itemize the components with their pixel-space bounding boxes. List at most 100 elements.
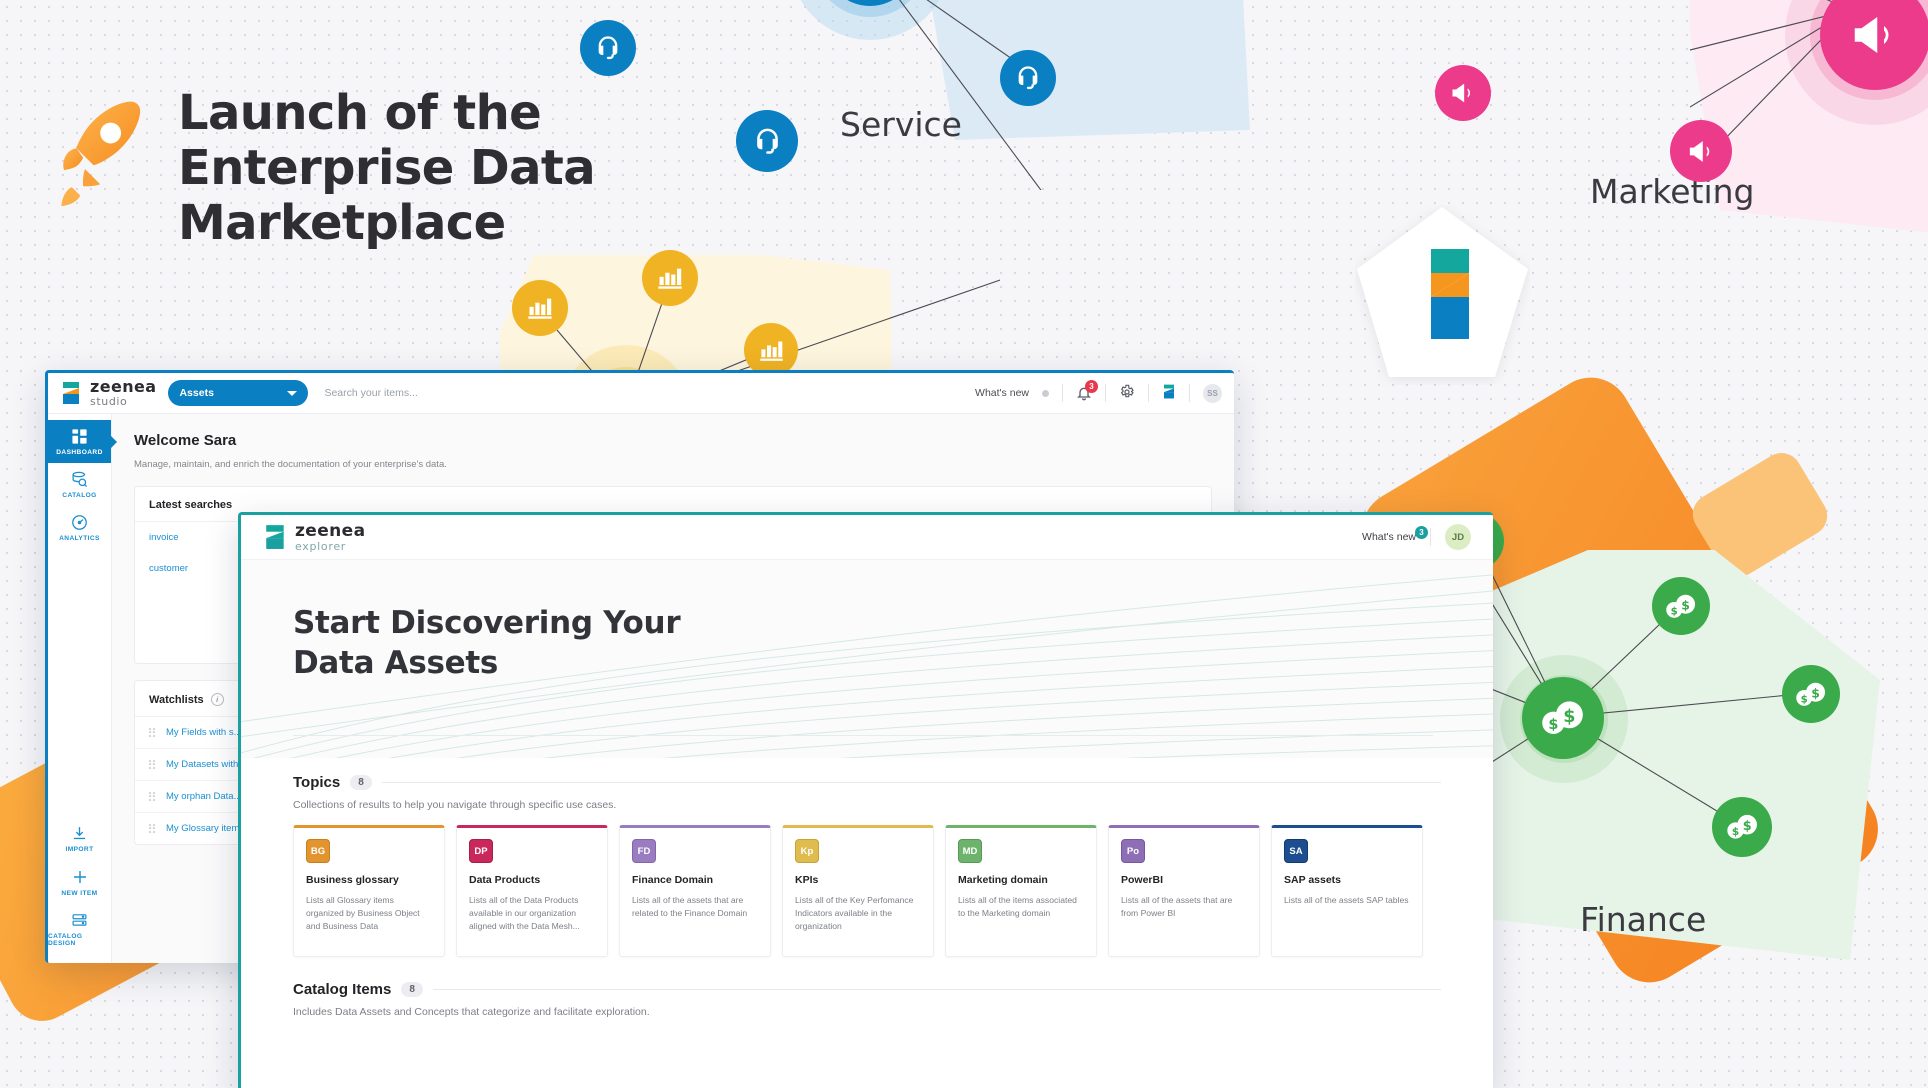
notification-badge: 3 [1085, 380, 1098, 393]
topic-name: Business glossary [306, 874, 399, 886]
scope-selector[interactable]: Assets [168, 380, 309, 406]
studio-topbar-actions: What's new 3 [975, 380, 1222, 403]
plus-icon [73, 871, 86, 883]
search-input[interactable]: Search your items... [324, 387, 418, 399]
divider [1430, 528, 1431, 546]
sales-node-3[interactable] [744, 323, 798, 377]
headset-icon [598, 36, 618, 60]
avatar[interactable]: JD [1445, 524, 1471, 550]
topic-card[interactable]: DP Data Products Lists all of the Data P… [456, 825, 608, 957]
hero-banner: Launch of the Enterprise Data Marketplac… [56, 85, 798, 252]
explorer-topbar: zeenea explorer What's new 3 JD [241, 515, 1493, 560]
explorer-brand-sub: explorer [295, 539, 347, 553]
drag-handle-icon[interactable] [149, 727, 156, 738]
zeenea-logo-icon [266, 525, 284, 549]
zeenea-logo-icon [63, 382, 79, 404]
hero-wave-decoration [241, 574, 1493, 758]
topic-chip: FD [632, 839, 656, 863]
svg-text:$: $ [1742, 819, 1751, 834]
cluster-marketing: Marketing [1435, 0, 1928, 240]
finance-node-center[interactable]: $ $ [1522, 677, 1604, 759]
zeenea-help-icon[interactable] [1162, 384, 1176, 402]
topic-description: Lists all of the assets that are related… [632, 895, 748, 918]
finance-node-4[interactable]: $ $ [1652, 577, 1710, 635]
topic-card[interactable]: MD Marketing domain Lists all of the ite… [945, 825, 1097, 957]
sidebar-item-label: CATALOG DESIGN [48, 933, 83, 947]
topic-chip: SA [1284, 839, 1308, 863]
topic-card[interactable]: FD Finance Domain Lists all of the asset… [619, 825, 771, 957]
svg-text:$: $ [1811, 685, 1820, 700]
catalog-design-icon [72, 914, 87, 926]
cluster-label-finance: Finance [1580, 900, 1707, 939]
sidebar-item-new-item[interactable]: NEW ITEM [48, 860, 111, 904]
watchlist-label: My orphan Data... [166, 791, 242, 802]
info-icon[interactable]: i [210, 693, 224, 706]
divider [1062, 384, 1063, 402]
topic-description: Lists all of the Data Products available… [469, 895, 580, 931]
zeenea-logo-icon [1164, 384, 1174, 399]
latest-search-item[interactable]: invoice [149, 532, 179, 543]
rocket-icon [61, 101, 141, 207]
sidebar-item-label: CATALOG [62, 492, 97, 499]
catalog-search-icon [72, 471, 88, 488]
sidebar-item-catalog[interactable]: CATALOG [48, 463, 111, 506]
sidebar-item-catalog-design[interactable]: CATALOG DESIGN [48, 904, 111, 954]
sidebar-item-dashboard[interactable]: DASHBOARD [48, 420, 111, 463]
topic-card[interactable]: SA SAP assets Lists all of the assets SA… [1271, 825, 1423, 957]
topic-card[interactable]: BG Business glossary Lists all Glossary … [293, 825, 445, 957]
sidebar-item-import[interactable]: IMPORT [48, 817, 111, 860]
avatar[interactable]: SS [1203, 383, 1222, 403]
list-item[interactable]: My Glossary item... [135, 813, 1211, 844]
settings-gear-icon[interactable] [1119, 384, 1135, 403]
analytics-icon [72, 515, 87, 530]
sales-node-2[interactable] [642, 250, 698, 306]
explorer-topbar-actions: What's new 3 JD [1362, 524, 1471, 550]
topic-name: PowerBI [1121, 874, 1164, 886]
zeenea-logo-pentagon [1355, 205, 1530, 385]
marketing-node-3[interactable] [1435, 65, 1491, 121]
bar-chart-icon [759, 341, 783, 361]
catalog-items-header: Catalog Items 8 [293, 981, 1441, 998]
explorer-search-input[interactable] [293, 735, 1433, 736]
sales-node-1[interactable] [512, 280, 568, 336]
topic-description: Lists all of the assets SAP tables [1284, 895, 1409, 905]
topic-name: Marketing domain [958, 874, 1048, 886]
finance-node-5[interactable]: $ $ [1782, 665, 1840, 723]
dashboard-icon [72, 429, 87, 444]
money-icon: $ $ [1542, 701, 1583, 734]
explorer-hero-title: Start Discovering Your Data Assets [293, 604, 681, 683]
topic-description: Lists all of the Key Perfomance Indicato… [795, 895, 914, 931]
service-node-center[interactable] [824, 0, 916, 6]
topic-card[interactable]: Po PowerBI Lists all of the assets that … [1108, 825, 1260, 957]
topic-card[interactable]: Kp KPIs Lists all of the Key Perfomance … [782, 825, 934, 957]
sidebar-item-label: IMPORT [65, 846, 94, 853]
whats-new-label[interactable]: What's new 3 [1362, 526, 1428, 543]
sidebar-item-label: ANALYTICS [59, 535, 100, 542]
topic-chip: BG [306, 839, 330, 863]
sidebar-item-analytics[interactable]: ANALYTICS [48, 506, 111, 549]
service-node-2[interactable] [736, 110, 798, 172]
notifications-bell-icon[interactable]: 3 [1076, 380, 1098, 401]
catalog-items-subtitle: Includes Data Assets and Concepts that c… [293, 1006, 650, 1018]
whats-new-dot-icon [1042, 389, 1049, 397]
topics-subtitle: Collections of results to help you navig… [293, 799, 617, 811]
drag-handle-icon[interactable] [149, 759, 156, 770]
marketing-node-2[interactable] [1670, 120, 1732, 182]
bar-chart-icon [658, 268, 682, 289]
svg-text:$: $ [1671, 606, 1678, 617]
service-node-3[interactable] [1000, 50, 1056, 106]
finance-node-6[interactable]: $ $ [1712, 797, 1772, 857]
latest-search-item[interactable]: customer [149, 563, 189, 574]
catalog-items-count: 8 [401, 982, 423, 997]
drag-handle-icon[interactable] [149, 823, 156, 834]
service-polygon [930, 0, 1250, 140]
import-icon [73, 827, 86, 840]
notification-badge: 3 [1415, 526, 1428, 539]
watchlist-label: My Datasets with... [166, 759, 247, 770]
divider [381, 782, 1441, 783]
scope-selector-label: Assets [179, 387, 214, 399]
hero-title-line2: Data Assets [293, 644, 499, 681]
whats-new-label[interactable]: What's new [975, 387, 1029, 399]
service-node-1[interactable] [580, 20, 636, 76]
drag-handle-icon[interactable] [149, 791, 156, 802]
